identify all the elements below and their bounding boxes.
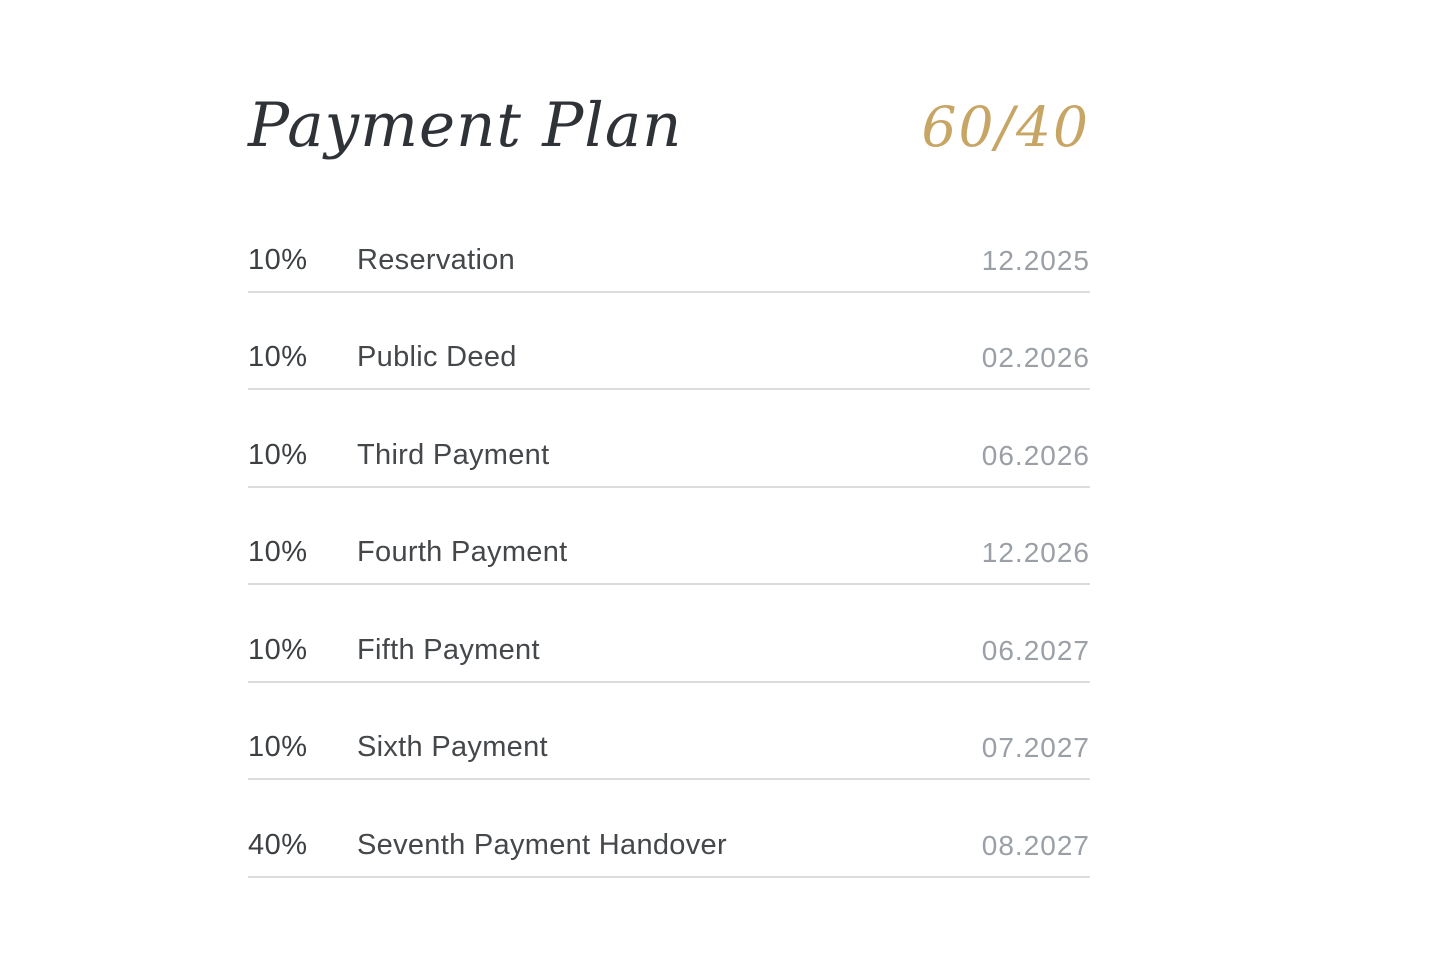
table-row: 10% Fourth Payment 12.2026	[248, 488, 1090, 585]
row-label: Fifth Payment	[357, 633, 540, 666]
row-label: Reservation	[357, 243, 516, 276]
row-date: 12.2026	[981, 537, 1090, 568]
table-row: 40% Seventh Payment Handover 08.2027	[248, 780, 1090, 878]
row-percent: 40%	[248, 828, 308, 861]
row-date: 12.2025	[981, 244, 1090, 276]
payment-rows: 10% Reservation 12.2025 10% Public Deed …	[248, 195, 1090, 878]
row-date: 07.2027	[981, 732, 1090, 763]
row-percent: 10%	[248, 633, 308, 666]
table-row: 10% Fifth Payment 06.2027	[248, 585, 1090, 683]
row-label: Sixth Payment	[357, 731, 548, 763]
payment-plan-content: Payment Plan 60/40 10% Reservation 12.20…	[248, 0, 1090, 878]
row-label: Third Payment	[357, 438, 550, 471]
row-date: 08.2027	[981, 829, 1090, 861]
row-percent: 10%	[248, 731, 308, 763]
row-label: Public Deed	[357, 341, 517, 373]
row-date: 02.2026	[981, 342, 1090, 373]
payment-plan-header: Payment Plan 60/40	[248, 0, 1090, 166]
row-percent: 10%	[248, 536, 308, 568]
row-percent: 10%	[248, 438, 308, 471]
row-label: Fourth Payment	[357, 536, 568, 568]
row-date: 06.2026	[981, 439, 1090, 471]
row-date: 06.2027	[981, 634, 1090, 666]
table-row: 10% Third Payment 06.2026	[248, 390, 1090, 488]
row-percent: 10%	[248, 243, 308, 276]
table-row: 10% Reservation 12.2025	[248, 195, 1090, 293]
row-label: Seventh Payment Handover	[357, 828, 727, 861]
table-row: 10% Sixth Payment 07.2027	[248, 683, 1090, 780]
row-percent: 10%	[248, 341, 308, 373]
page-title: Payment Plan	[248, 90, 683, 161]
payment-ratio-label: 60/40	[921, 95, 1090, 159]
table-row: 10% Public Deed 02.2026	[248, 293, 1090, 390]
